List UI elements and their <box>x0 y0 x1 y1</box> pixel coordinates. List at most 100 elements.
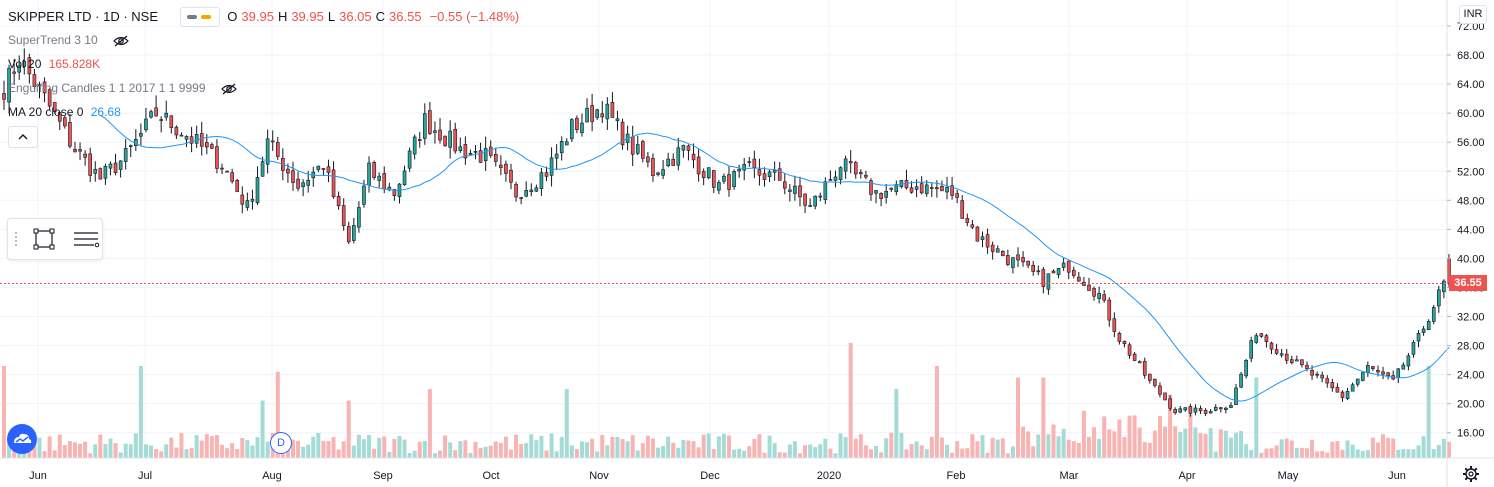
ma-value: 26.68 <box>90 105 121 119</box>
volume-bar <box>544 450 549 458</box>
drag-handle-icon[interactable] <box>14 231 18 247</box>
volume-bar <box>863 445 868 458</box>
candle-body <box>189 136 194 144</box>
currency-label[interactable]: INR <box>1459 5 1487 24</box>
candle-body <box>1401 364 1406 370</box>
volume-bar <box>1386 437 1391 458</box>
candle <box>159 116 163 133</box>
dividend-badge[interactable]: D <box>270 432 292 454</box>
candle-body <box>174 126 179 136</box>
candle <box>1097 286 1101 304</box>
candle-body <box>1137 361 1142 364</box>
candle-body <box>686 145 691 151</box>
volume-bar <box>1092 427 1097 458</box>
volume-bar <box>93 444 98 458</box>
ma-legend[interactable]: MA 20 close 0 26.68 <box>8 105 125 119</box>
rectangle-tool-icon[interactable] <box>32 227 56 251</box>
candle-body <box>504 163 508 174</box>
volume-bar <box>519 443 524 458</box>
volume-bar <box>143 444 148 458</box>
candle <box>463 136 468 165</box>
candle <box>965 213 970 227</box>
candle-body <box>1386 372 1390 376</box>
volume-bar <box>1244 444 1249 458</box>
collapse-legend-button[interactable] <box>8 126 38 148</box>
volume-bar <box>503 436 508 458</box>
candle <box>1163 392 1167 401</box>
candle-body <box>1437 289 1441 307</box>
candle-body <box>990 244 995 252</box>
volume-bar <box>1294 447 1299 458</box>
volume-bar <box>939 437 944 458</box>
candle-body <box>722 175 726 182</box>
gear-icon[interactable] <box>1462 465 1480 483</box>
candle <box>1320 371 1324 383</box>
candle-body <box>859 172 863 175</box>
candle <box>955 189 959 204</box>
volume-bar <box>194 435 199 458</box>
time-axis[interactable]: Jun Jul Aug Sep Oct Nov Dec 2020 Feb Mar Apr May Jun <box>0 457 1494 482</box>
candle-body <box>564 141 569 146</box>
candle-body <box>1350 384 1355 392</box>
candle <box>534 184 539 193</box>
candle-body <box>255 177 260 204</box>
drawing-toolbar[interactable] <box>7 218 103 260</box>
candle-body <box>1213 406 1218 411</box>
eye-off-icon[interactable] <box>113 35 129 47</box>
eye-off-icon[interactable] <box>220 83 237 95</box>
supertrend-legend[interactable]: SuperTrend 3 10 <box>8 33 129 47</box>
volume-bar <box>392 438 397 458</box>
volume-bar <box>1193 427 1198 458</box>
volume-bar <box>367 434 372 458</box>
candle <box>559 136 564 161</box>
price-tick-label: 60.00 <box>1457 108 1485 120</box>
volume-bar <box>1446 441 1451 458</box>
candle-body <box>260 161 265 177</box>
volume-bar <box>899 432 904 458</box>
candle-body <box>1193 407 1198 413</box>
volume-legend[interactable]: Vol 20 165.828K <box>8 57 104 71</box>
volume-bar <box>301 446 306 458</box>
engulfing-legend[interactable]: Engulfing Candles 1 1 2017 1 1 9999 <box>8 81 237 95</box>
candle <box>833 170 838 188</box>
price-axis[interactable]: 72.00 68.00 64.00 60.00 56.00 52.00 48.00 44.00… <box>1446 0 1485 487</box>
symbol-title[interactable]: SKIPPER LTD · 1D · NSE <box>8 9 159 25</box>
last-price-label: 36.55 <box>1449 275 1487 291</box>
candle-body <box>661 169 665 176</box>
volume-bar <box>2 366 6 458</box>
candle <box>717 179 721 195</box>
candle <box>1325 375 1330 388</box>
candle <box>691 143 696 169</box>
candle <box>179 132 184 137</box>
candle-body <box>656 172 660 175</box>
ohlc-values: O 39.95 H 39.95 L 36.05 C 36.55 −0.55 (−1.48%) <box>227 9 523 24</box>
candle-body <box>975 226 980 242</box>
candle-body <box>924 184 929 194</box>
volume-bar <box>438 450 443 458</box>
candle <box>818 192 823 202</box>
volume-bar <box>128 444 133 458</box>
candle <box>250 189 255 210</box>
candle <box>1112 312 1117 338</box>
volume-bar <box>803 445 808 458</box>
volume-bar <box>473 441 478 458</box>
candle <box>904 169 909 190</box>
volume-bar <box>1441 438 1446 458</box>
candle <box>772 161 777 181</box>
candle <box>184 135 189 148</box>
volume-bar <box>113 443 118 458</box>
text-lines-tool-icon[interactable] <box>72 227 100 251</box>
candle-body <box>291 170 295 183</box>
candle-body <box>848 161 853 164</box>
candle-body <box>225 170 229 173</box>
volume-bar <box>564 389 569 458</box>
candle-body <box>610 102 615 118</box>
tradingview-logo-icon[interactable] <box>7 424 37 454</box>
volume-bar <box>509 449 513 458</box>
volume-bar <box>635 450 640 458</box>
flag-pill[interactable] <box>179 7 220 27</box>
volume-bar <box>868 449 873 458</box>
time-tick-label: Oct <box>482 470 499 482</box>
candle <box>1102 290 1106 303</box>
